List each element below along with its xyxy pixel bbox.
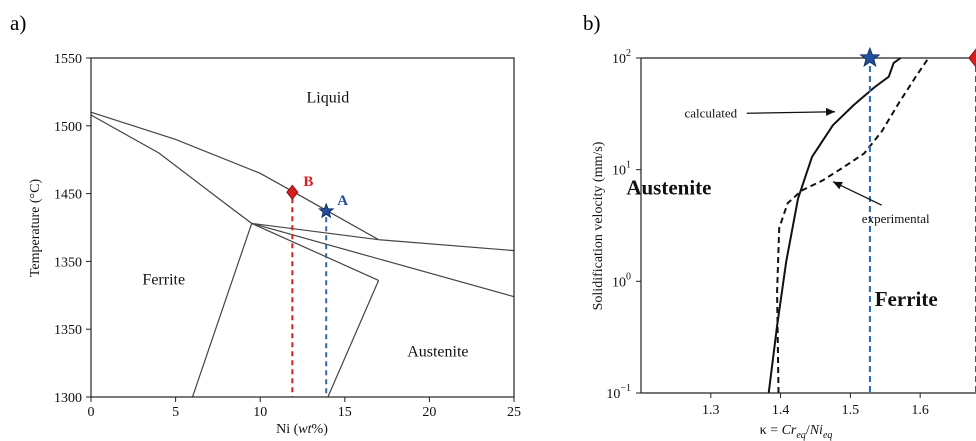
- a-xtick-label: 10: [253, 405, 267, 420]
- b-arrow-head-experimental: [832, 181, 843, 190]
- a-region-liquid: Liquid: [307, 90, 350, 107]
- a-ytick-label: 1350: [54, 255, 82, 270]
- a-markers: BA: [286, 174, 348, 219]
- b-xlabel-cr-sub: eq: [796, 430, 805, 441]
- b-x-ticks: 1.3 1.4 1.5 1.6: [702, 393, 929, 418]
- a-xlabel-post: %): [312, 422, 329, 437]
- a-line-peritectic: [251, 222, 379, 281]
- b-marker-lines: [868, 66, 976, 393]
- a-region-ferrite: Ferrite: [142, 271, 185, 288]
- a-marker-label-B: B: [303, 174, 313, 190]
- a-y-axis-label: Temperature (°C): [28, 179, 43, 278]
- b-markers: [859, 46, 976, 68]
- b-xtick-label: 1.3: [702, 403, 720, 418]
- b-annotations: calculated experimental: [684, 105, 930, 226]
- b-xlabel-kappa: κ =: [760, 423, 782, 438]
- b-xtick-label: 1.6: [911, 403, 929, 418]
- b-y-axis-label: Solidification velocity (mm/s): [591, 141, 606, 310]
- a-marker-lines: [291, 198, 328, 397]
- b-ytick-label: 102: [612, 48, 631, 67]
- b-series-lines: [767, 57, 930, 394]
- b-series-calculated: [767, 57, 902, 394]
- b-xlabel-ni-sub: eq: [823, 430, 832, 441]
- a-ytick-label: 1550: [54, 52, 82, 67]
- b-series-experimental: [776, 57, 930, 394]
- panel-label-a: a): [10, 11, 26, 35]
- b-annotation-calculated: calculated: [684, 105, 737, 120]
- a-line-austenite-solvus: [191, 223, 253, 398]
- b-annotation-experimental: experimental: [862, 211, 930, 226]
- a-marker-star-A: [318, 202, 335, 219]
- a-line-ferrite-solvus: [251, 222, 515, 298]
- b-xlabel-cr: Cr: [782, 423, 797, 438]
- a-ytick-label: 1300: [54, 391, 82, 406]
- a-xtick-label: 25: [507, 405, 521, 420]
- b-marker-star: [859, 46, 881, 68]
- b-xtick-label: 1.5: [842, 403, 860, 418]
- panel-label-b: b): [583, 11, 601, 35]
- a-ytick-label: 1500: [54, 120, 82, 135]
- a-line-solidus: [90, 114, 379, 241]
- b-arrow-head-calculated: [826, 107, 836, 116]
- a-ytick-label: 1350: [54, 323, 82, 338]
- b-region-austenite: Austenite: [626, 175, 711, 199]
- b-ytick-base: 10: [606, 387, 620, 402]
- a-xlabel-pre: Ni (: [276, 422, 299, 437]
- a-plot-frame: [90, 57, 515, 398]
- b-xlabel-ni: Ni: [809, 423, 823, 438]
- b-ytick-base: 10: [612, 164, 626, 179]
- b-ytick-base: 10: [612, 52, 626, 67]
- b-region-ferrite: Ferrite: [875, 287, 938, 311]
- b-ytick-exponent: 2: [626, 48, 631, 59]
- b-ytick-label: 100: [612, 271, 631, 290]
- a-line-austenite-boundary-right: [327, 280, 380, 398]
- a-ytick-label: 1450: [54, 188, 82, 203]
- a-region-labels: Liquid Ferrite Austenite: [142, 90, 468, 361]
- a-y-ticks: 1300 1350 1350 1450 1500 1550: [54, 52, 91, 406]
- b-xtick-label: 1.4: [772, 403, 790, 418]
- a-xtick-label: 0: [88, 405, 95, 420]
- b-ytick-label: 10−1: [606, 383, 631, 402]
- a-xtick-label: 15: [338, 405, 352, 420]
- b-ytick-exponent: 0: [626, 271, 631, 282]
- b-xlabel-slash: /: [806, 423, 810, 438]
- a-marker-diamond-B: [286, 184, 299, 200]
- b-x-axis-label: κ = Creq/Nieq: [760, 423, 833, 441]
- a-x-axis-label: Ni (wt%): [276, 422, 328, 437]
- b-ytick-base: 10: [612, 275, 626, 290]
- b-ytick-exponent: 1: [626, 160, 631, 171]
- a-xlabel-italic: wt: [298, 422, 312, 437]
- a-x-ticks: 0 5 10 15 20 25: [88, 397, 521, 420]
- b-ytick-label: 101: [612, 160, 631, 179]
- a-marker-label-A: A: [337, 193, 348, 209]
- b-ytick-exponent: −1: [620, 383, 631, 394]
- b-arrow-line-experimental: [832, 181, 883, 206]
- a-xtick-label: 20: [422, 405, 436, 420]
- a-xtick-label: 5: [172, 405, 179, 420]
- b-arrow-line-calculated: [746, 111, 836, 114]
- b-marker-diamond: [968, 48, 976, 68]
- a-region-austenite: Austenite: [407, 343, 468, 360]
